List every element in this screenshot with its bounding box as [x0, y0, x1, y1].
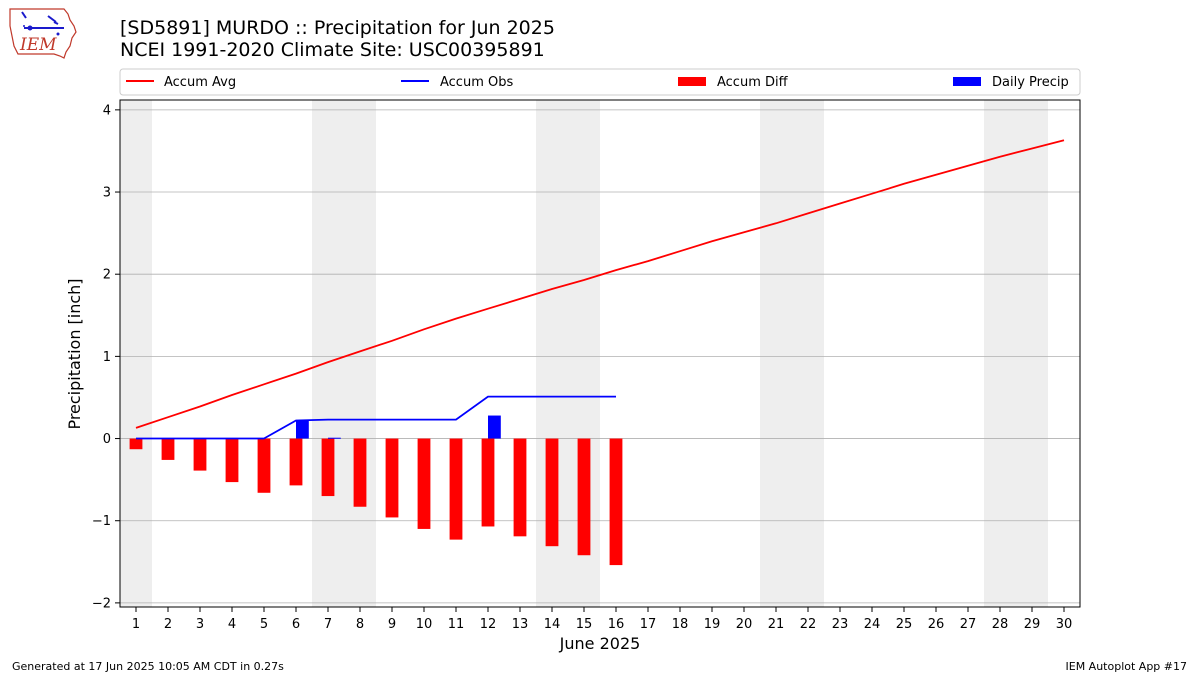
legend: Accum Avg Accum Obs Accum Diff Daily Pre…	[119, 68, 1081, 96]
x-axis-label: June 2025	[559, 634, 641, 653]
x-tick-label: 12	[480, 617, 497, 632]
logo-text: IEM	[20, 35, 57, 55]
legend-swatch-daily-precip	[953, 77, 981, 86]
accum-diff-bar	[545, 438, 559, 547]
title-line-1: [SD5891] MURDO :: Precipitation for Jun …	[120, 17, 555, 39]
x-tick-label: 3	[196, 617, 204, 632]
weekend-band-4	[760, 100, 824, 607]
y-tick-label: −1	[92, 514, 111, 529]
weekend-band-5	[984, 100, 1048, 607]
grid-lines	[120, 109, 1080, 604]
x-tick-label: 2	[164, 617, 172, 632]
title-line-2: NCEI 1991-2020 Climate Site: USC00395891	[120, 39, 545, 61]
accum-diff-bar	[193, 438, 207, 471]
y-tick-label: 1	[103, 350, 111, 365]
weekend-shading	[120, 100, 1048, 607]
legend-label-daily-precip: Daily Precip	[992, 75, 1069, 90]
accum-diff-bar	[577, 438, 591, 556]
x-tick-label: 18	[672, 617, 689, 632]
bars	[129, 415, 623, 566]
legend-swatch-accum-diff	[678, 77, 706, 86]
accum-diff-bar	[481, 438, 495, 527]
y-tick-label: 0	[103, 432, 111, 447]
x-tick-label: 29	[1024, 617, 1041, 632]
daily-precip-bar	[328, 437, 341, 439]
x-tick-label: 24	[864, 617, 881, 632]
legend-label-accum-obs: Accum Obs	[440, 75, 513, 90]
x-tick-label: 4	[228, 617, 236, 632]
x-tick-label: 10	[416, 617, 433, 632]
legend-label-accum-avg: Accum Avg	[164, 75, 236, 90]
y-axis-ticks: −2 −1 0 1 2 3 4	[92, 103, 120, 611]
legend-label-accum-diff: Accum Diff	[717, 75, 789, 90]
x-tick-label: 22	[800, 617, 817, 632]
x-tick-label: 21	[768, 617, 785, 632]
x-tick-label: 19	[704, 617, 721, 632]
generated-note: Generated at 17 Jun 2025 10:05 AM CDT in…	[12, 660, 284, 673]
x-tick-label: 28	[992, 617, 1009, 632]
accum-diff-bar	[161, 438, 175, 460]
y-tick-label: −2	[92, 596, 111, 611]
iowa-outline-icon	[9, 8, 77, 59]
daily-precip-bar	[488, 415, 501, 439]
accum-diff-bar	[449, 438, 463, 540]
x-tick-label: 11	[448, 617, 465, 632]
lines	[135, 139, 1065, 440]
y-tick-label: 2	[103, 268, 111, 283]
iem-logo: IEM	[8, 6, 80, 60]
plot-frame	[119, 99, 1081, 608]
x-tick-label: 13	[512, 617, 529, 632]
y-tick-label: 4	[103, 103, 111, 118]
x-tick-label: 26	[928, 617, 945, 632]
x-tick-label: 9	[388, 617, 396, 632]
x-tick-label: 27	[960, 617, 977, 632]
x-tick-label: 5	[260, 617, 268, 632]
accum-diff-bar	[353, 438, 367, 507]
y-axis-label: Precipitation [inch]	[65, 278, 84, 429]
x-tick-label: 8	[356, 617, 364, 632]
chart-title: [SD5891] MURDO :: Precipitation for Jun …	[120, 17, 555, 61]
accum-avg-line	[135, 139, 1065, 429]
accum-diff-bar	[257, 438, 271, 493]
accum-diff-bar	[129, 438, 143, 450]
weekend-band-2	[312, 100, 376, 607]
legend-box	[119, 68, 1081, 96]
accum-diff-bar	[321, 438, 335, 497]
x-tick-label: 23	[832, 617, 849, 632]
daily-precip-bar	[296, 420, 309, 439]
x-tick-label: 15	[576, 617, 593, 632]
x-tick-label: 14	[544, 617, 561, 632]
x-axis-ticks: 1 2 3 4 5 6 7 8 9 10 11 12 13 14 15 16 17 18 19 20 21 22 23 24 2…	[132, 607, 1072, 632]
y-tick-label: 3	[103, 186, 111, 201]
accum-diff-bar	[417, 438, 431, 529]
accum-obs-line	[136, 395, 616, 440]
accum-diff-bar	[609, 438, 623, 566]
weekend-band-1	[120, 100, 152, 607]
x-tick-label: 17	[640, 617, 657, 632]
x-tick-label: 7	[324, 617, 332, 632]
accum-diff-bar	[225, 438, 239, 483]
app-note: IEM Autoplot App #17	[1065, 660, 1188, 673]
x-tick-label: 6	[292, 617, 300, 632]
x-tick-label: 30	[1056, 617, 1073, 632]
accum-diff-bar	[289, 438, 303, 486]
accum-diff-bar	[385, 438, 399, 518]
x-tick-label: 16	[608, 617, 625, 632]
accum-diff-bar	[513, 438, 527, 537]
x-tick-label: 20	[736, 617, 753, 632]
x-tick-label: 25	[896, 617, 913, 632]
x-tick-label: 1	[132, 617, 140, 632]
